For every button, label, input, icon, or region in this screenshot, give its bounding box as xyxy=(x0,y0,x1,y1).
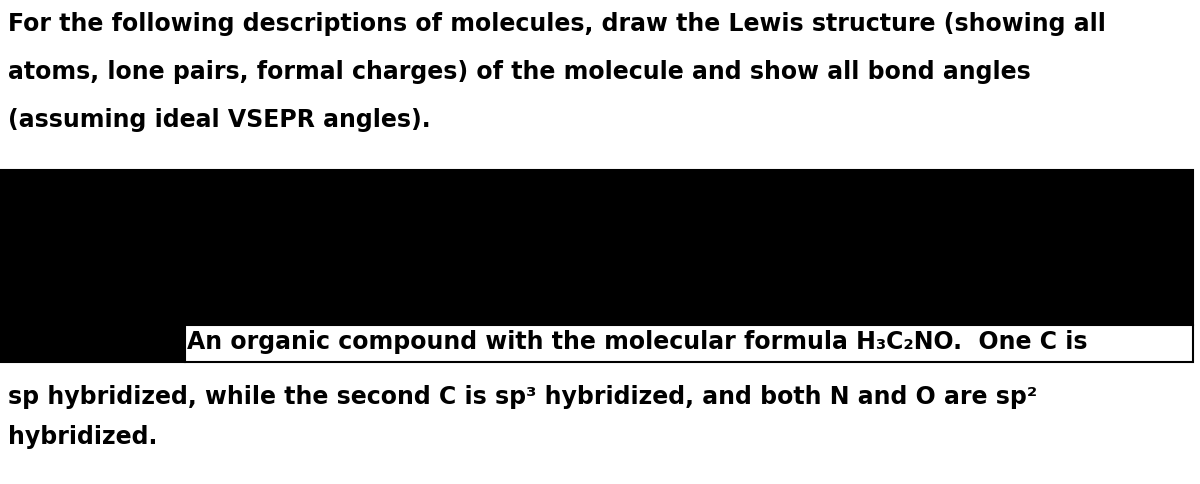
Text: sp hybridized, while the second C is sp³ hybridized, and both N and O are sp²: sp hybridized, while the second C is sp³… xyxy=(8,385,1037,409)
Text: (assuming ideal VSEPR angles).: (assuming ideal VSEPR angles). xyxy=(8,108,431,132)
Bar xyxy=(0,170,1193,362)
Text: hybridized.: hybridized. xyxy=(8,425,157,449)
Bar xyxy=(185,325,1200,362)
Text: For the following descriptions of molecules, draw the Lewis structure (showing a: For the following descriptions of molecu… xyxy=(8,12,1106,36)
Text: atoms, lone pairs, formal charges) of the molecule and show all bond angles: atoms, lone pairs, formal charges) of th… xyxy=(8,60,1031,84)
Bar xyxy=(0,170,1193,362)
Text: An organic compound with the molecular formula H₃C₂NO.  One C is: An organic compound with the molecular f… xyxy=(187,330,1087,354)
Text: –: – xyxy=(170,330,182,354)
